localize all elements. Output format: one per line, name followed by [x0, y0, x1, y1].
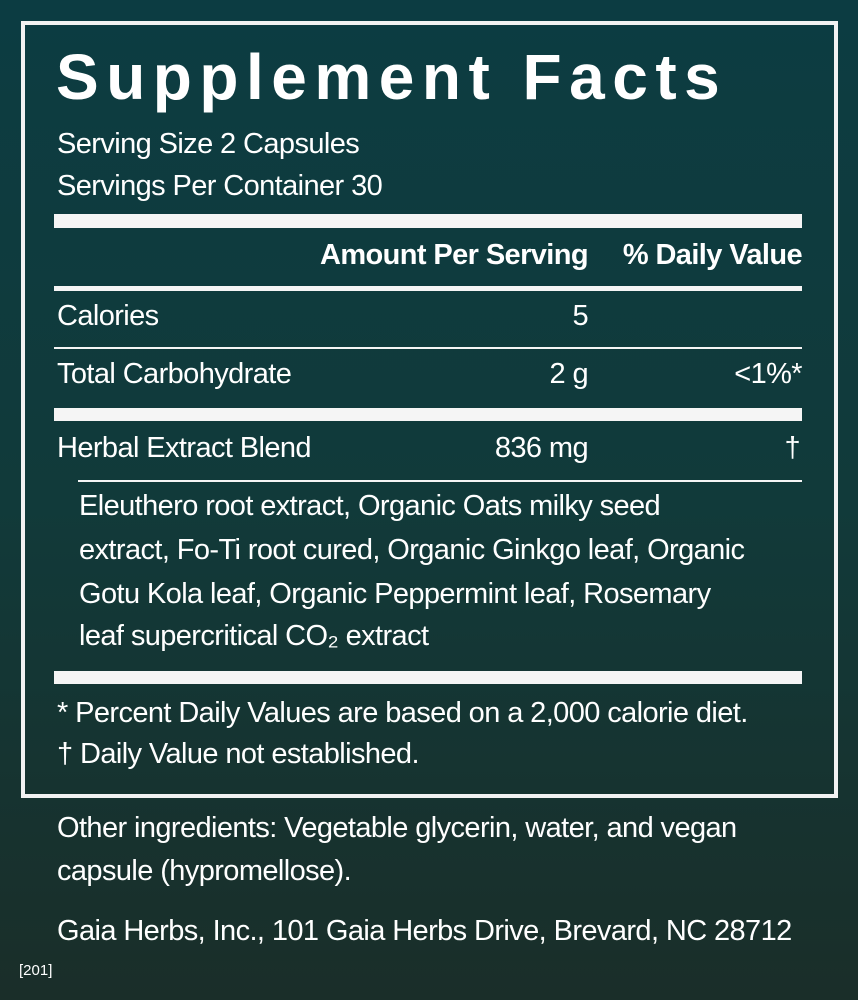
nutrient-amount: 5 [572, 300, 588, 332]
nutrient-amount: 836 mg [494, 432, 589, 464]
daily-value-header: % Daily Value [622, 239, 803, 271]
manufacturer-address: Gaia Herbs, Inc., 101 Gaia Herbs Drive, … [57, 915, 792, 947]
label-code: [201] [19, 962, 53, 979]
thick-divider [54, 214, 802, 228]
nutrient-name: Herbal Extract Blend [57, 432, 312, 464]
thick-divider [54, 408, 802, 421]
footnote-daily-values: * Percent Daily Values are based on a 2,… [57, 697, 748, 729]
thin-divider [78, 480, 802, 482]
nutrient-dv: <1%* [734, 358, 802, 390]
thick-divider [54, 671, 802, 684]
blend-ingredient-line: extract, Fo-Ti root cured, Organic Ginkg… [79, 534, 745, 566]
nutrient-name: Total Carbohydrate [57, 358, 292, 390]
divider [54, 286, 802, 291]
nutrient-amount: 2 g [549, 358, 588, 390]
panel-title: Supplement Facts [56, 41, 728, 113]
blend-ingredient-line: Eleuthero root extract, Organic Oats mil… [79, 490, 661, 522]
other-ingredients: Other ingredients: Vegetable glycerin, w… [57, 812, 737, 844]
serving-size: Serving Size 2 Capsules [57, 128, 360, 160]
amount-header: Amount Per Serving [320, 239, 589, 271]
supplement-facts-panel [21, 21, 838, 798]
footnote-not-established: † Daily Value not established. [57, 738, 420, 770]
blend-ingredient-line: leaf supercritical CO₂ extract [79, 620, 429, 652]
blend-ingredient-line: Gotu Kola leaf, Organic Peppermint leaf,… [79, 578, 711, 610]
nutrient-dv: † [784, 432, 800, 464]
thin-divider [54, 347, 802, 349]
other-ingredients: capsule (hypromellose). [57, 855, 352, 887]
servings-per-container: Servings Per Container 30 [57, 170, 383, 202]
nutrient-name: Calories [57, 300, 159, 332]
